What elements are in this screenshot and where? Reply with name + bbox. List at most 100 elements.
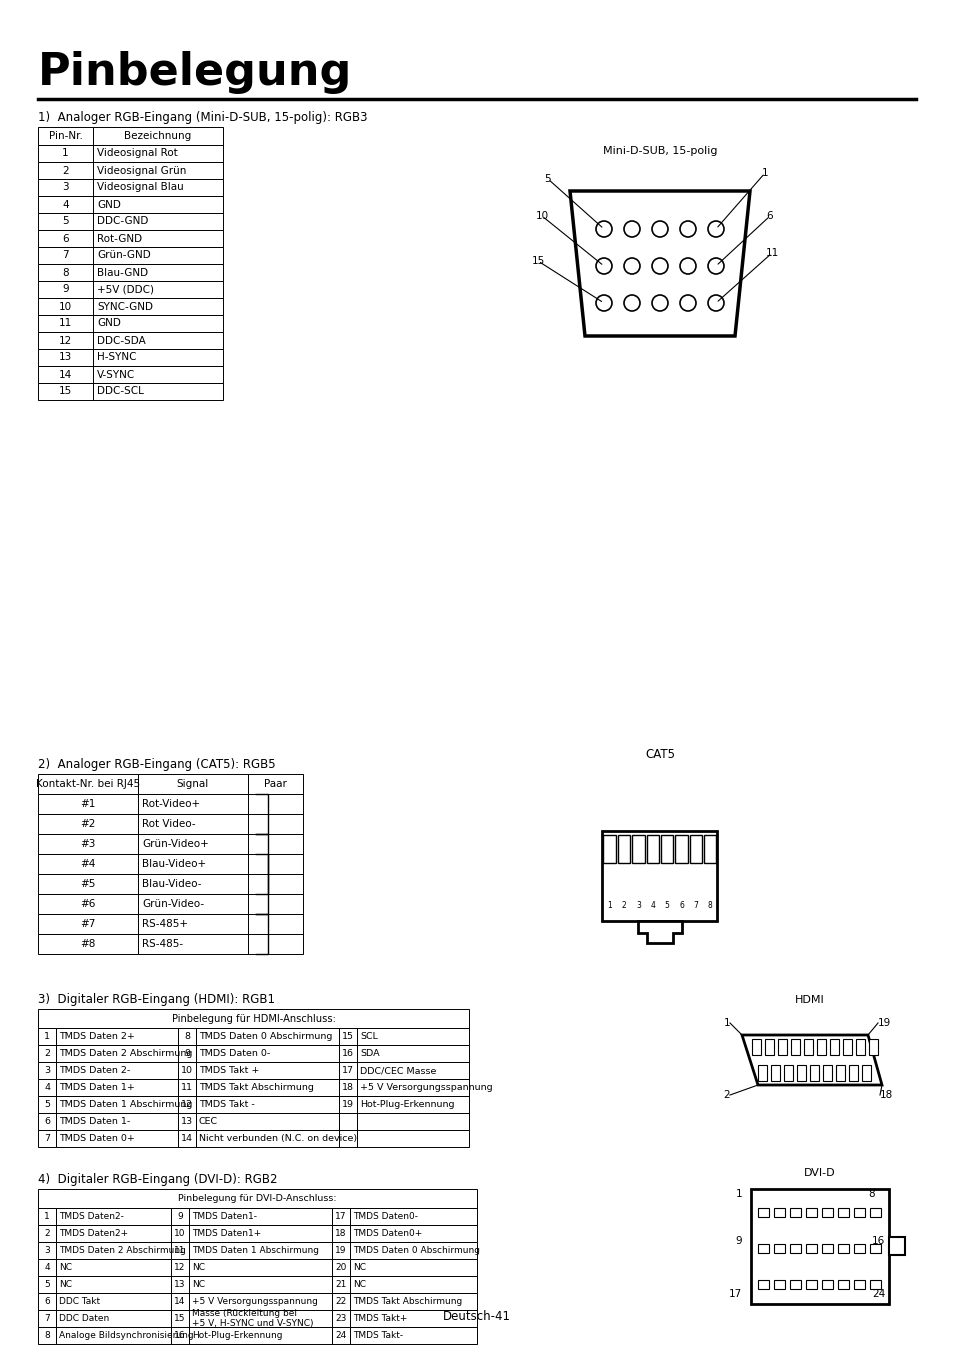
Text: Grün-Video+: Grün-Video+ xyxy=(142,839,209,848)
Bar xyxy=(38,1129,56,1147)
Bar xyxy=(675,835,687,863)
Text: 3)  Digitaler RGB-Eingang (HDMI): RGB1: 3) Digitaler RGB-Eingang (HDMI): RGB1 xyxy=(38,993,274,1006)
Text: 4: 4 xyxy=(44,1084,50,1092)
Text: 15: 15 xyxy=(341,1032,354,1042)
Bar xyxy=(92,230,223,247)
Bar xyxy=(56,1208,171,1225)
Bar xyxy=(38,162,92,178)
Text: 3: 3 xyxy=(62,182,69,192)
Bar xyxy=(171,1327,189,1344)
Bar xyxy=(189,1293,332,1310)
Text: #5: #5 xyxy=(80,880,95,889)
Text: 21: 21 xyxy=(335,1279,346,1289)
Text: +5V (DDC): +5V (DDC) xyxy=(97,285,153,295)
Text: GND: GND xyxy=(97,200,121,209)
Bar xyxy=(758,1065,766,1081)
Bar xyxy=(38,230,92,247)
Text: Blau-Video-: Blau-Video- xyxy=(142,880,201,889)
Bar xyxy=(138,815,248,834)
Text: TMDS Takt +: TMDS Takt + xyxy=(199,1066,259,1075)
Bar xyxy=(821,1279,832,1289)
Bar xyxy=(248,894,303,915)
Text: 11: 11 xyxy=(174,1246,186,1255)
Bar xyxy=(332,1242,350,1259)
Text: 23: 23 xyxy=(335,1315,346,1323)
Text: TMDS Daten2-: TMDS Daten2- xyxy=(59,1212,124,1221)
Text: 5: 5 xyxy=(44,1279,50,1289)
Bar xyxy=(790,1039,800,1055)
Text: 10: 10 xyxy=(181,1066,193,1075)
Bar xyxy=(853,1243,864,1252)
Bar xyxy=(602,831,717,921)
Bar xyxy=(38,213,92,230)
Bar xyxy=(38,934,138,954)
Text: 24: 24 xyxy=(335,1331,346,1340)
Bar xyxy=(38,1208,56,1225)
Text: TMDS Daten0+: TMDS Daten0+ xyxy=(353,1229,422,1238)
Bar xyxy=(138,774,248,794)
Bar xyxy=(853,1208,864,1216)
Text: #6: #6 xyxy=(80,898,95,909)
Bar xyxy=(356,1079,469,1096)
Text: 18: 18 xyxy=(879,1090,892,1100)
Bar xyxy=(92,145,223,162)
Circle shape xyxy=(651,222,667,236)
Bar xyxy=(195,1113,338,1129)
Bar xyxy=(171,1275,189,1293)
Bar xyxy=(248,854,303,874)
Bar xyxy=(38,834,138,854)
Text: 16: 16 xyxy=(174,1331,186,1340)
Text: #8: #8 xyxy=(80,939,95,948)
Bar xyxy=(862,1065,870,1081)
Text: TMDS Daten 0-: TMDS Daten 0- xyxy=(199,1048,270,1058)
Text: TMDS Daten1-: TMDS Daten1- xyxy=(192,1212,256,1221)
Bar xyxy=(869,1208,880,1216)
Text: DVI-D: DVI-D xyxy=(803,1169,835,1178)
Text: TMDS Takt Abschirmung: TMDS Takt Abschirmung xyxy=(353,1297,462,1306)
Circle shape xyxy=(596,222,612,236)
Bar xyxy=(195,1062,338,1079)
Bar xyxy=(837,1208,848,1216)
Bar xyxy=(603,835,616,863)
Bar xyxy=(855,1039,864,1055)
Bar xyxy=(38,1096,56,1113)
Bar xyxy=(38,815,138,834)
Text: 20: 20 xyxy=(335,1263,346,1273)
Bar xyxy=(189,1327,332,1344)
Bar xyxy=(38,382,92,400)
Text: 1: 1 xyxy=(607,901,612,911)
Bar xyxy=(195,1096,338,1113)
Text: 8: 8 xyxy=(62,267,69,277)
Bar xyxy=(835,1065,844,1081)
Bar xyxy=(778,1039,786,1055)
Text: DDC-GND: DDC-GND xyxy=(97,216,149,227)
Bar xyxy=(248,934,303,954)
Bar xyxy=(92,332,223,349)
Bar xyxy=(38,774,138,794)
Text: TMDS Daten2+: TMDS Daten2+ xyxy=(59,1229,128,1238)
Bar xyxy=(92,315,223,332)
Bar xyxy=(56,1113,178,1129)
Bar xyxy=(773,1243,784,1252)
Bar xyxy=(789,1279,801,1289)
Bar xyxy=(38,366,92,382)
Circle shape xyxy=(623,222,639,236)
Bar xyxy=(92,349,223,366)
Bar xyxy=(853,1279,864,1289)
Bar xyxy=(189,1208,332,1225)
Bar xyxy=(38,1275,56,1293)
Bar xyxy=(92,127,223,145)
Bar xyxy=(138,854,248,874)
Text: 9: 9 xyxy=(735,1236,741,1246)
Text: DDC/CEC Masse: DDC/CEC Masse xyxy=(359,1066,436,1075)
Text: TMDS Daten 2 Abschirmung: TMDS Daten 2 Abschirmung xyxy=(59,1048,193,1058)
Bar xyxy=(789,1243,801,1252)
Bar xyxy=(92,281,223,299)
Text: +5 V Versorgungsspannung: +5 V Versorgungsspannung xyxy=(359,1084,492,1092)
Bar xyxy=(56,1028,178,1046)
Text: 1)  Analoger RGB-Eingang (Mini-D-SUB, 15-polig): RGB3: 1) Analoger RGB-Eingang (Mini-D-SUB, 15-… xyxy=(38,111,367,124)
Bar xyxy=(816,1039,825,1055)
Text: DDC Takt: DDC Takt xyxy=(59,1297,100,1306)
Text: V-SYNC: V-SYNC xyxy=(97,370,135,380)
Text: 1: 1 xyxy=(44,1032,50,1042)
